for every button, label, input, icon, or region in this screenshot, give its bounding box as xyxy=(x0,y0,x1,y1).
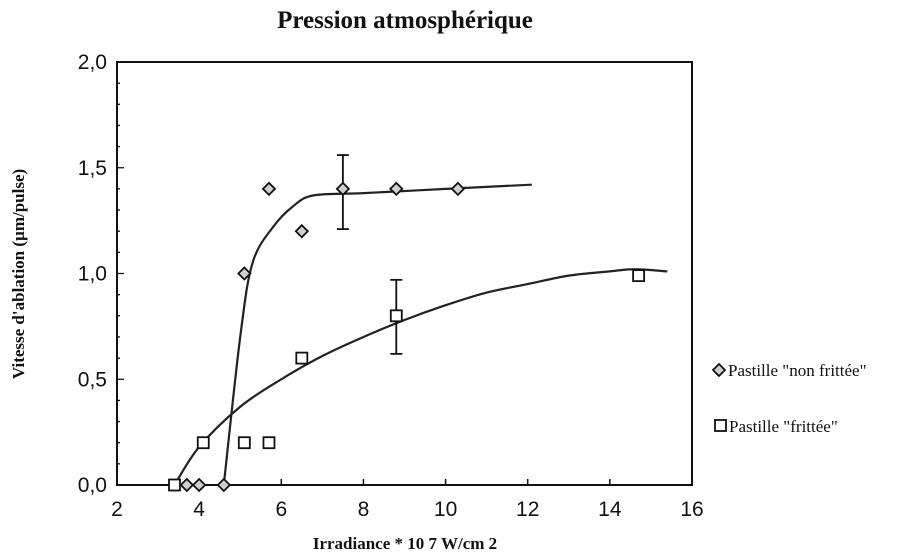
y-tick-label: 1,5 xyxy=(78,157,107,180)
y-tick-label: 0,5 xyxy=(78,368,107,391)
fit-curves xyxy=(173,183,668,486)
legend-label-non-frittee: Pastille "non frittée" xyxy=(728,361,867,380)
x-tick-label: 16 xyxy=(680,498,703,521)
fit-curve-series-1 xyxy=(173,268,668,486)
x-tick-label: 4 xyxy=(193,498,205,521)
point-square xyxy=(168,478,181,492)
y-tick-label: 2,0 xyxy=(78,51,107,74)
data-points xyxy=(168,181,646,493)
x-tick-label: 12 xyxy=(516,498,539,521)
x-tick-label: 8 xyxy=(358,498,370,521)
point-square xyxy=(389,309,403,323)
legend-square-marker xyxy=(714,419,727,432)
point-square xyxy=(237,436,251,450)
x-tick-label: 6 xyxy=(275,498,287,521)
point-diamond xyxy=(237,266,252,281)
point-square xyxy=(262,436,276,450)
point-diamond xyxy=(179,477,195,493)
x-axis-label: Irradiance * 10 7 W/cm 2 xyxy=(313,534,497,553)
x-tick-label: 2 xyxy=(111,498,123,521)
point-diamond xyxy=(294,223,310,239)
point-square xyxy=(632,269,646,283)
y-tick-label: 1,0 xyxy=(78,263,107,286)
fit-curve-series-0 xyxy=(222,183,532,486)
point-diamond xyxy=(216,477,232,493)
x-tick-label: 10 xyxy=(434,498,457,521)
plot-frame xyxy=(116,61,693,486)
point-square xyxy=(196,436,210,450)
x-axis: 2 4 6 8 10 12 14 16 xyxy=(111,479,704,521)
point-diamond xyxy=(450,181,466,197)
y-tick-label: 0,0 xyxy=(78,474,107,497)
y-axis-label: Vitesse d'ablation (µm/pulse) xyxy=(9,169,28,379)
y-axis: 0,0 0,5 1,0 1,5 2,0 xyxy=(78,51,124,497)
legend-diamond-marker xyxy=(711,362,727,378)
legend: Pastille "non frittée" Pastille "frittée… xyxy=(711,361,867,436)
point-diamond xyxy=(389,181,404,197)
legend-label-frittee: Pastille "frittée" xyxy=(729,417,838,436)
chart-title: Pression atmosphérique xyxy=(277,7,533,34)
point-diamond xyxy=(261,181,277,197)
point-square xyxy=(295,351,309,365)
point-diamond xyxy=(335,181,351,197)
x-tick-label: 14 xyxy=(598,498,622,521)
point-diamond xyxy=(191,477,207,493)
